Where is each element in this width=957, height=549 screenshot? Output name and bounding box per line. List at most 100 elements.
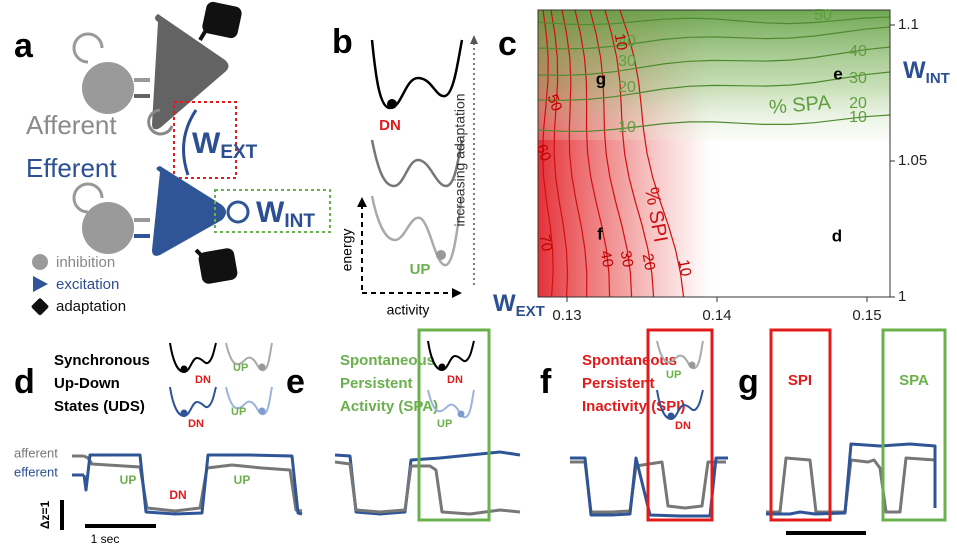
x-tick-label: 0.15 — [852, 307, 881, 324]
panel-letter: a — [14, 27, 34, 65]
panel-d: d Synchronous Up-Down States (UDS) DN UP… — [14, 343, 302, 546]
dn-label: DN — [379, 117, 401, 134]
y-tick-label: 1.1 — [898, 16, 919, 33]
spi-contour-label: 10 — [611, 32, 631, 51]
example-point: e — [833, 64, 842, 83]
inset-label: DN — [447, 374, 463, 386]
panel-e: e Spontaneous Persistent Activity (SPA) … — [286, 330, 520, 520]
spa-contour-label: 30 — [618, 53, 636, 70]
state-ball — [458, 411, 465, 418]
arrow-head — [452, 288, 462, 298]
panel-letter: c — [498, 25, 517, 63]
legend-icon — [31, 298, 49, 316]
spa-contour-label: 40 — [849, 43, 867, 60]
w-sub: INT — [926, 70, 950, 87]
page: { "panel_a": { "letter": "a", "afferent"… — [0, 0, 957, 549]
inset-label: UP — [666, 369, 681, 381]
spi-contour-label: 70 — [536, 233, 556, 252]
state-ball — [668, 413, 675, 420]
legend-label: inhibition — [56, 254, 115, 271]
panel-g: g SPI SPA — [738, 330, 945, 533]
spa-contour-label: 10 — [618, 119, 636, 136]
w-int-label: WINT — [256, 196, 315, 232]
y-axis-label: energy — [339, 229, 355, 272]
inset-label: UP — [233, 362, 248, 374]
efferent-trace — [335, 452, 520, 514]
afferent-label: Afferent — [26, 110, 117, 140]
panel-letter: e — [286, 363, 305, 401]
box-label: SPA — [899, 372, 929, 389]
y-axis-label: WINT — [903, 57, 950, 87]
legend-label: excitation — [56, 276, 119, 293]
state-ball — [259, 364, 266, 371]
efferent-trace — [766, 444, 935, 514]
state-ball — [439, 364, 446, 371]
w-sub: INT — [284, 211, 315, 232]
trace-name: afferent — [14, 445, 58, 460]
example-point: d — [832, 226, 842, 245]
w-main: W — [192, 127, 221, 160]
well — [170, 387, 216, 416]
spi-contour-label: 40 — [597, 249, 617, 268]
w-ext-label: WEXT — [192, 127, 258, 163]
w-main: W — [903, 57, 926, 84]
title-line: States (UDS) — [54, 398, 145, 415]
inhibition-cell — [82, 202, 134, 254]
excitation-cell — [152, 166, 226, 256]
synapse — [200, 30, 206, 40]
self-loop — [228, 202, 248, 222]
box-label: SPI — [788, 372, 812, 389]
inset-label: UP — [231, 406, 246, 418]
afferent-trace — [335, 462, 520, 514]
panel-letter: f — [540, 363, 552, 401]
well — [170, 343, 216, 372]
x-tick-label: 0.14 — [702, 307, 731, 324]
w-sub: EXT — [516, 303, 545, 320]
state-ball — [436, 250, 446, 260]
energy-curve — [372, 40, 462, 108]
example-point: f — [597, 224, 603, 243]
example-point: g — [596, 69, 606, 88]
spa-contour-label: 30 — [849, 70, 867, 87]
inset-label: DN — [188, 418, 204, 430]
state-ball — [181, 410, 188, 417]
x-axis-label: activity — [387, 302, 430, 318]
inset-label: UP — [437, 418, 452, 430]
state-label: DN — [169, 488, 186, 502]
title-line: Up-Down — [54, 375, 120, 392]
scale-x-label: 1 sec — [91, 532, 120, 546]
spi-contour-label: 20 — [639, 252, 659, 271]
panel-b: b DN UP energy activity increasing adapt… — [332, 23, 478, 318]
state-box — [771, 330, 830, 520]
afferent-trace — [84, 456, 302, 511]
legend-label: adaptation — [56, 298, 126, 315]
efferent-label: Efferent — [26, 153, 117, 183]
energy-curve — [372, 140, 462, 186]
spi-contour-label: 30 — [617, 249, 637, 268]
synapse — [196, 250, 204, 258]
title-line: Spontaneous — [582, 352, 677, 369]
spa-contour-label: 50 — [814, 7, 832, 24]
inset-label: DN — [195, 374, 211, 386]
panel-letter: g — [738, 363, 759, 401]
title-line: Synchronous — [54, 352, 150, 369]
title-line: Persistent — [582, 375, 655, 392]
figure: a Afferent WEXT Efferent WINT inhibition… — [0, 0, 957, 549]
inset-label: DN — [675, 420, 691, 432]
arrow-head — [357, 197, 367, 207]
scale-y-label: Δz=1 — [38, 501, 52, 530]
y-tick-label: 1 — [898, 288, 906, 305]
adaptation-unit — [201, 1, 243, 40]
up-label: UP — [410, 261, 431, 278]
arrow-head — [470, 35, 478, 44]
legend-icon — [32, 254, 48, 270]
x-axis-label: WEXT — [493, 290, 545, 320]
title-line: Spontaneous — [340, 352, 435, 369]
legend-icon — [33, 276, 48, 292]
panel-letter: b — [332, 23, 353, 61]
w-main: W — [256, 196, 285, 229]
state-ball — [689, 362, 696, 369]
panel-letter: d — [14, 363, 35, 401]
panel-a: a Afferent WEXT Efferent WINT inhibition… — [14, 1, 330, 316]
